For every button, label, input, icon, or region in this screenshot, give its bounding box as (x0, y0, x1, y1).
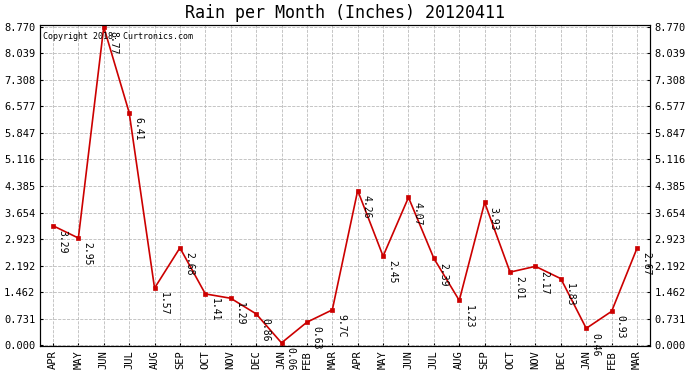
Text: Copyright 2018. Curtronics.com: Copyright 2018. Curtronics.com (43, 32, 193, 40)
Text: 6.41: 6.41 (133, 117, 144, 140)
Text: 1.29: 1.29 (235, 302, 245, 326)
Text: 4.07: 4.07 (413, 202, 423, 225)
Title: Rain per Month (Inches) 20120411: Rain per Month (Inches) 20120411 (185, 4, 505, 22)
Text: 1.41: 1.41 (210, 298, 219, 322)
Text: 2.45: 2.45 (387, 260, 397, 284)
Text: 2.68: 2.68 (184, 252, 194, 276)
Text: 0.93: 0.93 (615, 315, 626, 339)
Text: 2.17: 2.17 (540, 270, 550, 294)
Text: 1.57: 1.57 (159, 292, 169, 316)
Text: 0.63: 0.63 (311, 326, 321, 350)
Text: 9.7C: 9.7C (337, 314, 346, 338)
Text: 2.67: 2.67 (641, 252, 651, 276)
Text: 1.23: 1.23 (464, 304, 473, 328)
Text: 8.77: 8.77 (108, 31, 118, 55)
Text: 2.95: 2.95 (83, 242, 92, 266)
Text: 2.39: 2.39 (438, 262, 448, 286)
Text: 0.46: 0.46 (591, 333, 600, 356)
Text: 3.93: 3.93 (489, 207, 499, 230)
Text: 1.83: 1.83 (565, 283, 575, 306)
Text: 2.01: 2.01 (514, 276, 524, 300)
Text: 4.26: 4.26 (362, 195, 372, 218)
Text: 0.86: 0.86 (260, 318, 270, 342)
Text: 0.06: 0.06 (286, 347, 296, 370)
Text: 3.29: 3.29 (57, 230, 67, 254)
